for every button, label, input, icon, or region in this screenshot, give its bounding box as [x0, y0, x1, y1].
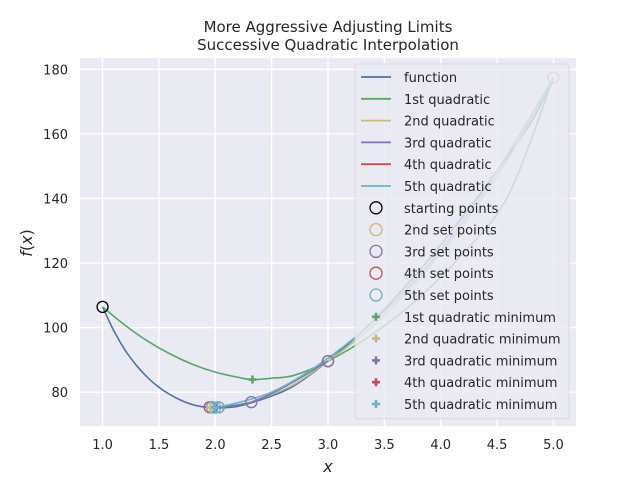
legend-handle-5th-quadratic-minimum	[372, 400, 380, 408]
x-tick-label: 4.5	[487, 438, 508, 453]
legend-handle-3rd-set-points	[369, 244, 383, 259]
legend-label: 4th quadratic	[404, 158, 492, 173]
legend-handle-2nd-set-points	[369, 222, 383, 237]
legend-handle-2nd-quadratic-minimum	[372, 334, 380, 343]
legend-label: 1st quadratic minimum	[404, 311, 556, 326]
point-1st-quadratic-minimum	[248, 375, 257, 384]
y-tick-label: 120	[43, 257, 68, 272]
legend-label: 2nd quadratic minimum	[404, 333, 561, 348]
legend-box	[354, 63, 570, 420]
point-3rd-set-points	[245, 395, 258, 409]
legend-label: function	[404, 71, 457, 86]
x-tick-label: 3.0	[318, 438, 339, 453]
x-tick-label: 1.0	[92, 438, 113, 453]
y-tick-label: 140	[43, 192, 68, 207]
legend-label: 5th quadratic minimum	[404, 398, 557, 413]
x-tick-label: 2.0	[205, 438, 226, 453]
y-axis-ticks: 80 100 120 140 160 180	[43, 63, 68, 401]
legend-label: 3rd quadratic minimum	[404, 354, 557, 369]
x-tick-label: 4.0	[430, 438, 451, 453]
legend-label: 2nd set points	[404, 224, 497, 239]
point-starting-points	[96, 300, 109, 314]
legend-label: 1st quadratic	[404, 93, 490, 108]
x-axis-label: x	[322, 457, 333, 476]
x-tick-label: 5.0	[543, 438, 564, 453]
legend-handle-5th-set-points	[369, 288, 383, 302]
chart-title-line-2: Successive Quadratic Interpolation	[197, 36, 459, 54]
legend-handle-starting-points	[369, 201, 383, 215]
y-tick-label: 80	[51, 386, 68, 401]
legend-label: 5th quadratic	[404, 180, 492, 195]
chart-title-line-1: More Aggressive Adjusting Limits	[204, 18, 453, 36]
x-tick-label: 1.5	[149, 438, 170, 453]
legend-label: 2nd quadratic	[404, 115, 495, 130]
legend-label: 4th set points	[404, 267, 494, 282]
legend-handle-4th-set-points	[369, 266, 383, 280]
legend-label: starting points	[404, 202, 499, 217]
legend-handle-1st-quadratic-minimum	[372, 312, 380, 321]
legend-label: 3rd set points	[404, 245, 494, 260]
legend-handle-4th-quadratic-minimum	[372, 378, 380, 387]
point-3rd-set-points	[321, 354, 335, 368]
point-5th-quadratic-minimum	[211, 403, 220, 412]
legend-label: 5th set points	[404, 289, 494, 304]
legend-label: 3rd quadratic	[404, 136, 492, 151]
y-tick-label: 100	[43, 322, 68, 337]
legend-label: 4th quadratic minimum	[404, 376, 557, 391]
legend-handle-3rd-quadratic-minimum	[372, 356, 380, 365]
legend: function 1st quadratic 2nd quadratic 3rd qu…	[354, 63, 570, 420]
y-tick-label: 180	[43, 63, 68, 78]
x-tick-label: 3.5	[374, 438, 395, 453]
x-tick-label: 2.5	[261, 438, 282, 453]
y-tick-label: 160	[43, 128, 68, 143]
x-axis-ticks: 1.0 1.5 2.0 2.5 3.0 3.5 4.0 4.5 5.0	[92, 438, 564, 453]
y-axis-label: f(x)	[17, 229, 36, 257]
